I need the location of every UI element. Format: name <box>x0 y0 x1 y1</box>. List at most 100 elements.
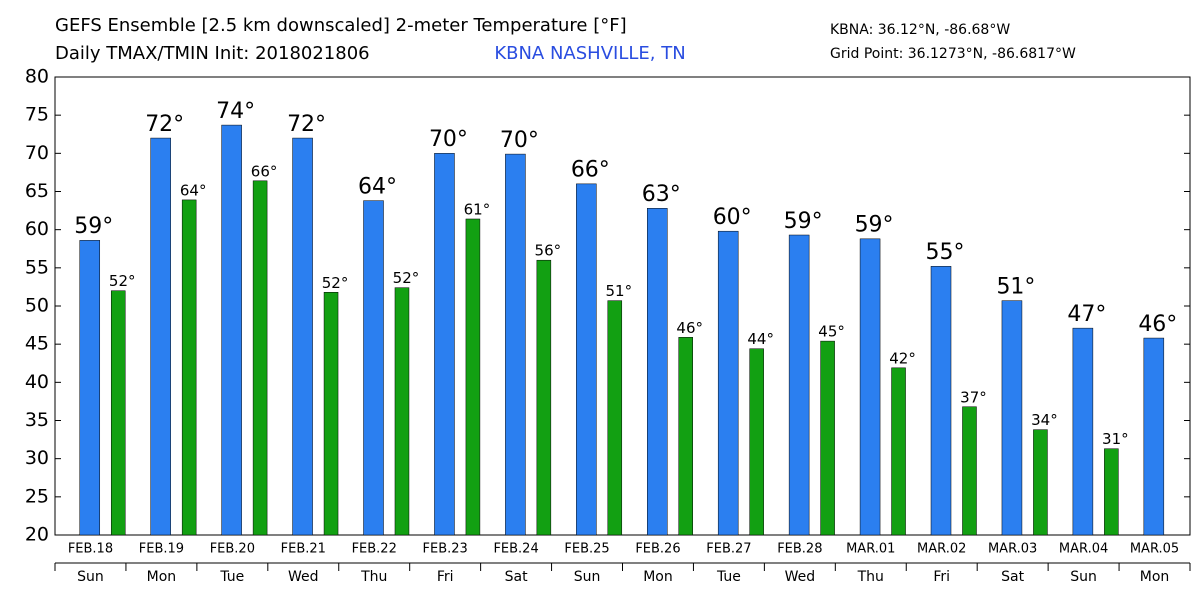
y-tick-label: 30 <box>25 447 49 469</box>
value-label: 44° <box>747 330 774 348</box>
x-tick-label: MAR.04 <box>1059 542 1108 557</box>
value-label: 59° <box>784 209 823 234</box>
y-tick-label: 40 <box>25 371 49 393</box>
bar <box>859 238 881 536</box>
grid-point: Grid Point: 36.1273°N, -86.6817°W <box>830 46 1076 62</box>
bar <box>607 300 623 536</box>
bar <box>252 180 268 536</box>
x-tick-label: FEB.19 <box>139 542 184 557</box>
weekday-label: Mon <box>643 569 673 585</box>
bar <box>1104 448 1119 536</box>
bar <box>788 234 810 536</box>
x-tick-label: MAR.01 <box>846 542 895 557</box>
chart-subtitle: Daily TMAX/TMIN Init: 2018021806 <box>55 43 370 64</box>
weekday-label: Thu <box>360 569 387 585</box>
weekday-label: Mon <box>147 569 177 585</box>
bar <box>647 208 668 536</box>
y-tick-label: 65 <box>25 180 49 202</box>
chart-title: GEFS Ensemble [2.5 km downscaled] 2-mete… <box>55 15 627 36</box>
weekday-label: Sat <box>1001 569 1024 585</box>
value-label: 59° <box>855 213 894 238</box>
value-label: 63° <box>642 182 681 207</box>
bar <box>181 199 197 536</box>
bar <box>394 287 410 536</box>
bar <box>150 137 171 536</box>
value-label: 42° <box>889 349 916 367</box>
y-tick-label: 45 <box>25 333 49 355</box>
bar <box>465 218 481 536</box>
value-label: 52° <box>393 269 420 287</box>
bar <box>678 337 693 536</box>
x-tick-label: MAR.05 <box>1130 542 1179 557</box>
bar <box>1033 429 1048 536</box>
y-tick-label: 20 <box>25 524 49 546</box>
bar <box>110 290 126 536</box>
weekday-label: Tue <box>219 569 244 585</box>
value-label: 70° <box>429 127 468 152</box>
x-tick-label: FEB.21 <box>281 542 326 557</box>
value-label: 72° <box>287 112 326 137</box>
bar <box>962 406 977 536</box>
y-tick-label: 75 <box>25 104 49 126</box>
bar <box>930 266 952 536</box>
y-tick-label: 60 <box>25 218 49 240</box>
value-label: 64° <box>358 174 397 199</box>
value-label: 60° <box>713 205 752 230</box>
bar <box>820 340 835 536</box>
y-tick-label: 70 <box>25 142 49 164</box>
value-label: 46° <box>676 319 703 337</box>
value-label: 51° <box>996 274 1035 299</box>
bar <box>363 200 384 536</box>
bar <box>576 183 597 536</box>
value-label: 56° <box>535 242 562 260</box>
value-label: 52° <box>322 274 349 292</box>
bar <box>749 348 764 536</box>
value-label: 61° <box>464 200 491 218</box>
value-label: 31° <box>1102 430 1129 448</box>
bar <box>1072 327 1094 536</box>
y-tick-label: 80 <box>25 66 49 88</box>
value-label: 45° <box>818 323 845 341</box>
value-label: 46° <box>1138 312 1177 337</box>
x-tick-label: FEB.23 <box>423 542 468 557</box>
x-tick-label: FEB.26 <box>635 542 680 557</box>
value-label: 64° <box>180 181 207 199</box>
y-tick-label: 55 <box>25 256 49 278</box>
bar <box>292 137 313 536</box>
value-label: 70° <box>500 128 539 153</box>
value-label: 51° <box>605 282 632 300</box>
bar <box>505 153 526 536</box>
value-label: 37° <box>960 388 987 406</box>
x-tick-label: FEB.28 <box>777 542 822 557</box>
x-tick-label: FEB.22 <box>352 542 397 557</box>
bar <box>1143 337 1165 536</box>
weekday-label: Sat <box>505 569 528 585</box>
x-tick-label: FEB.24 <box>493 542 538 557</box>
bar <box>434 153 455 536</box>
value-label: 52° <box>109 272 136 290</box>
value-label: 34° <box>1031 411 1058 429</box>
weekday-label: Wed <box>288 569 319 585</box>
weekday-label: Wed <box>785 569 816 585</box>
x-tick-label: FEB.18 <box>68 542 113 557</box>
bar <box>79 240 101 536</box>
bar <box>891 367 906 536</box>
weekday-label: Thu <box>857 569 884 585</box>
bar <box>323 292 339 536</box>
station: KBNA: 36.12°N, -86.68°W <box>830 22 1010 38</box>
value-label: 59° <box>74 214 113 239</box>
weekday-label: Fri <box>933 569 950 585</box>
value-label: 72° <box>145 112 184 137</box>
x-tick-label: FEB.20 <box>210 542 255 557</box>
x-tick-label: FEB.25 <box>564 542 609 557</box>
y-tick-label: 25 <box>25 485 49 507</box>
x-tick-label: MAR.03 <box>988 542 1037 557</box>
bar <box>536 259 552 536</box>
value-label: 66° <box>251 162 278 180</box>
value-label: 47° <box>1067 302 1106 327</box>
value-label: 74° <box>216 99 255 124</box>
bar <box>1001 300 1023 536</box>
weekday-label: Sun <box>574 569 601 585</box>
value-label: 55° <box>926 240 965 265</box>
